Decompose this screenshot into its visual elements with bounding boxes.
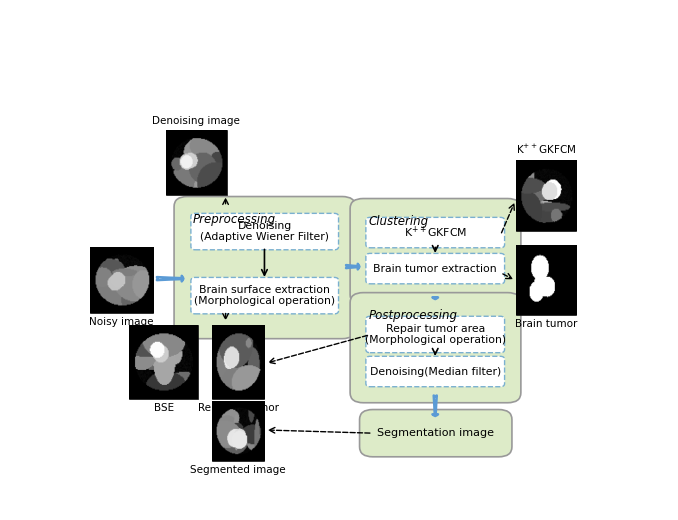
Text: Noisy image: Noisy image: [89, 317, 154, 327]
Bar: [516, 161, 576, 230]
FancyBboxPatch shape: [350, 293, 521, 402]
FancyBboxPatch shape: [174, 197, 355, 339]
FancyBboxPatch shape: [366, 356, 504, 387]
Bar: [90, 246, 153, 313]
Text: Denoising image: Denoising image: [153, 116, 240, 126]
Bar: [129, 324, 198, 399]
Text: Denoising
(Adaptive Wiener Filter): Denoising (Adaptive Wiener Filter): [200, 221, 330, 242]
FancyBboxPatch shape: [366, 217, 504, 248]
Text: K$^{++}$GKFCM: K$^{++}$GKFCM: [516, 144, 576, 157]
FancyBboxPatch shape: [191, 277, 338, 314]
Text: K$^{++}$GKFCM: K$^{++}$GKFCM: [403, 225, 466, 240]
FancyBboxPatch shape: [350, 199, 521, 305]
Text: Clustering: Clustering: [369, 215, 428, 228]
Bar: [212, 401, 264, 461]
Text: Preprocessing: Preprocessing: [193, 213, 275, 226]
Text: Brain surface extraction
(Morphological operation): Brain surface extraction (Morphological …: [194, 285, 336, 306]
Text: Repaired tumor: Repaired tumor: [198, 402, 279, 413]
Bar: [212, 324, 264, 399]
Text: Postprocessing: Postprocessing: [369, 309, 458, 322]
Text: Brain tumor extraction: Brain tumor extraction: [374, 264, 497, 274]
Text: Segmented image: Segmented image: [191, 465, 286, 475]
Bar: [166, 131, 226, 194]
FancyBboxPatch shape: [191, 213, 338, 250]
Text: BSE: BSE: [153, 402, 174, 413]
FancyBboxPatch shape: [359, 410, 512, 457]
FancyBboxPatch shape: [366, 253, 504, 284]
Text: Brain tumor: Brain tumor: [515, 319, 577, 329]
Bar: [516, 244, 576, 315]
Text: Segmentation image: Segmentation image: [377, 428, 494, 438]
FancyBboxPatch shape: [366, 316, 504, 353]
Text: Repair tumor area
(Morphological operation): Repair tumor area (Morphological operati…: [365, 323, 506, 345]
Text: Denoising(Median filter): Denoising(Median filter): [370, 367, 501, 376]
